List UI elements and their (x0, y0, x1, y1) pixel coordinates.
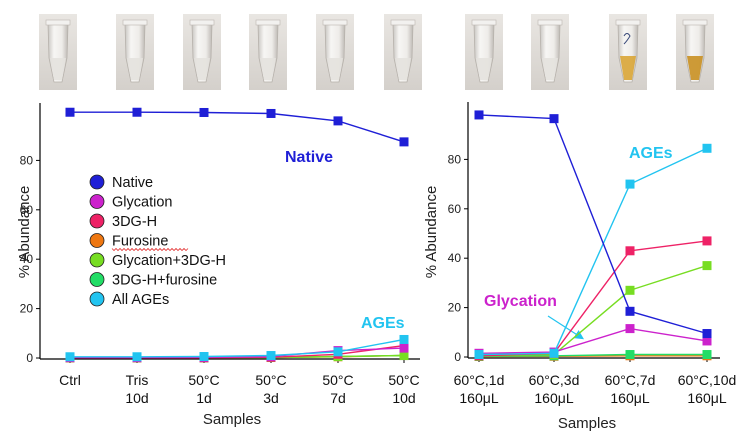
chart-left: % Abundance Samples Native AGEs 0 20 40 60 8… (16, 103, 420, 428)
data-point-all-ages (625, 179, 635, 189)
data-point-all-ages (65, 352, 75, 362)
chart-right-ylabel: % Abundance (423, 186, 440, 279)
legend-marker (89, 233, 105, 248)
data-point-native (399, 137, 409, 147)
data-point-glycation-3dg-h (625, 285, 635, 295)
sample-tube-photo (531, 14, 569, 90)
data-point-glycation (399, 343, 409, 353)
sample-tube-photo (465, 14, 503, 90)
x-tick-label: 50°C 3d (255, 372, 286, 406)
data-point-all-ages (549, 348, 559, 358)
data-point-all-ages (399, 334, 409, 344)
x-tick-label: 50°C 7d (322, 372, 353, 406)
spellcheck-underline (111, 247, 189, 252)
legend-marker (89, 213, 105, 229)
data-point-native (702, 329, 712, 339)
chart-right: % Abundance Samples AGEs Glycation 0 20 40… (423, 102, 736, 432)
data-point-all-ages (474, 350, 484, 360)
x-tick-label: 60°C,10d 160μL (678, 372, 737, 406)
series-line-glycation (478, 327, 708, 354)
legend-marker (89, 174, 105, 190)
data-point-native (625, 306, 635, 316)
chart-right-xlabel: Samples (558, 415, 616, 432)
series-line-native (70, 111, 405, 143)
chart-left-xlabel: Samples (203, 411, 261, 428)
x-tick-label: 60°C,7d 160μL (605, 372, 656, 406)
legend-label: Furosine (112, 234, 168, 250)
chart-left-ylabel: % Abundance (16, 186, 33, 279)
data-point-glycation (702, 336, 712, 346)
annotation-arrow (547, 315, 585, 340)
legend-label: 3DG-H (112, 214, 157, 230)
data-point-3dg-h-furosine (625, 350, 635, 360)
annotation-native: Native (285, 149, 333, 166)
sample-tube-photo (384, 14, 422, 90)
x-tick-label: Tris 10d (125, 372, 148, 406)
x-tick-label: 50°C 1d (188, 372, 219, 406)
y-tick-label: 0 (26, 351, 33, 365)
series-line-all-ages (478, 147, 708, 356)
legend-marker (89, 272, 105, 287)
sample-tube-photo (676, 14, 714, 90)
y-tick-label: 0 (454, 350, 461, 364)
data-point-all-ages (132, 352, 142, 362)
legend-label: 3DG-H+furosine (112, 273, 217, 289)
data-point-native (199, 107, 209, 117)
sample-tube-photo (39, 14, 77, 90)
annotation-ages-right: AGEs (629, 145, 673, 162)
data-point-all-ages (266, 351, 276, 361)
data-point-native (65, 107, 75, 117)
sample-tube-photo (316, 14, 354, 90)
sample-tube-photo (116, 14, 154, 90)
annotation-glycation: Glycation (484, 293, 557, 310)
series-line-glycation-3dg-h (478, 264, 708, 357)
y-tick-label: 20 (20, 302, 34, 316)
series-line-3dg-h-furosine (478, 353, 707, 357)
data-point-3dg-h (625, 246, 635, 256)
x-tick-label: 60°C,1d 160μL (454, 372, 505, 406)
sample-tube-photo (609, 14, 647, 90)
y-tick-label: 60 (20, 203, 34, 217)
data-point-all-ages (702, 143, 712, 153)
x-tick-label: 50°C 10d (388, 372, 419, 406)
sample-photos (39, 14, 714, 90)
legend: Native Glycation 3DG-H Furosine Glycation+3D… (89, 174, 226, 308)
legend-label: Glycation (112, 195, 172, 211)
legend-label: All AGEs (112, 292, 169, 308)
legend-marker (89, 252, 105, 268)
y-tick-label: 40 (20, 252, 34, 266)
data-point-native (132, 107, 142, 117)
data-point-native (474, 110, 484, 120)
data-point-glycation-3dg-h (702, 261, 712, 271)
sample-tube-photo (249, 14, 287, 90)
annotation-ages-left: AGEs (361, 315, 405, 332)
legend-label: Native (112, 175, 153, 191)
series-line-all-ages (70, 338, 405, 358)
y-tick-label: 40 (448, 251, 462, 265)
x-tick-label: 60°C,3d 160μL (529, 372, 580, 406)
sample-tube-photo (183, 14, 221, 90)
y-tick-label: 20 (448, 301, 462, 315)
data-point-3dg-h (702, 236, 712, 246)
data-point-3dg-h-furosine (702, 350, 712, 360)
legend-marker (89, 291, 105, 307)
series-line-native (478, 114, 708, 335)
legend-label: Glycation+3DG-H (112, 253, 226, 269)
data-point-native (333, 116, 343, 126)
data-point-glycation (625, 324, 635, 334)
y-tick-label: 60 (448, 202, 462, 216)
data-point-all-ages (199, 352, 209, 362)
data-point-glycation-3dg-h (399, 351, 409, 361)
data-point-all-ages (333, 347, 343, 357)
data-point-native (549, 114, 559, 124)
x-tick-label: Ctrl (59, 372, 81, 388)
legend-marker (89, 194, 105, 209)
y-tick-label: 80 (448, 152, 462, 166)
y-tick-label: 80 (20, 153, 34, 167)
data-point-native (266, 108, 276, 118)
